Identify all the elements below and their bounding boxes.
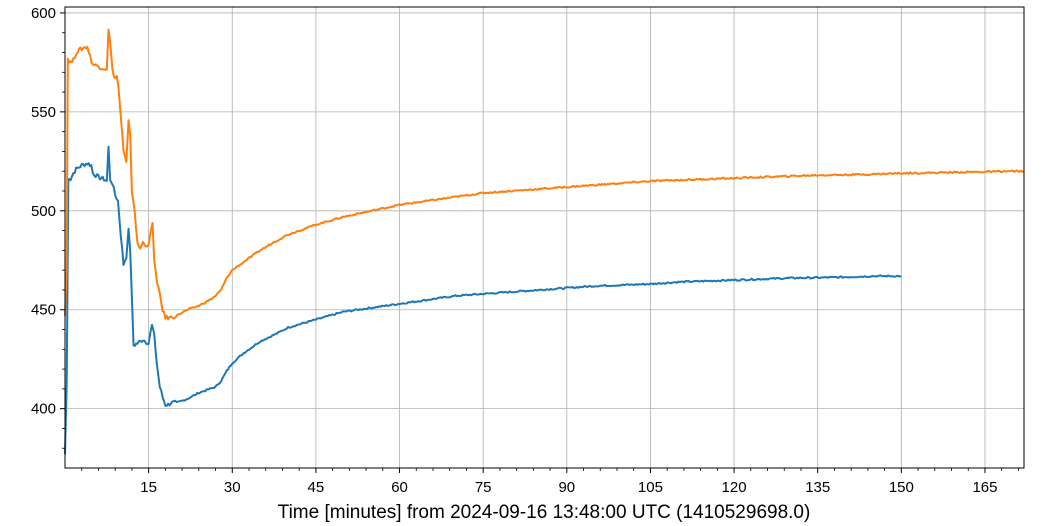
y-tick-label: 550 <box>31 104 56 121</box>
y-tick-label: 500 <box>31 203 56 220</box>
x-tick-label: 45 <box>308 479 325 496</box>
grid-lines <box>65 7 1024 468</box>
x-tick-label: 30 <box>224 479 241 496</box>
x-tick-label: 105 <box>638 479 663 496</box>
x-axis-title: Time [minutes] from 2024-09-16 13:48:00 … <box>278 502 811 523</box>
y-tick-label: 450 <box>31 302 56 319</box>
axis-ticks: 15 30 45 60 75 90 105 120 135 150 165 400 450 500 550 6… <box>31 5 1019 496</box>
x-tick-label: 120 <box>722 479 747 496</box>
x-tick-label: 90 <box>558 479 575 496</box>
x-tick-label: 135 <box>805 479 830 496</box>
x-tick-label: 75 <box>475 479 492 496</box>
series-line-2 <box>64 28 1025 321</box>
x-tick-label: 150 <box>889 479 914 496</box>
plot-background <box>65 7 1024 468</box>
y-tick-label: 600 <box>31 5 56 22</box>
series-line-1 <box>64 145 902 455</box>
y-tick-label: 400 <box>31 401 56 418</box>
plot-frame <box>64 6 1025 469</box>
x-tick-label: 60 <box>391 479 408 496</box>
x-tick-label: 15 <box>140 479 157 496</box>
x-tick-label: 165 <box>972 479 997 496</box>
series-layer <box>64 28 1025 455</box>
